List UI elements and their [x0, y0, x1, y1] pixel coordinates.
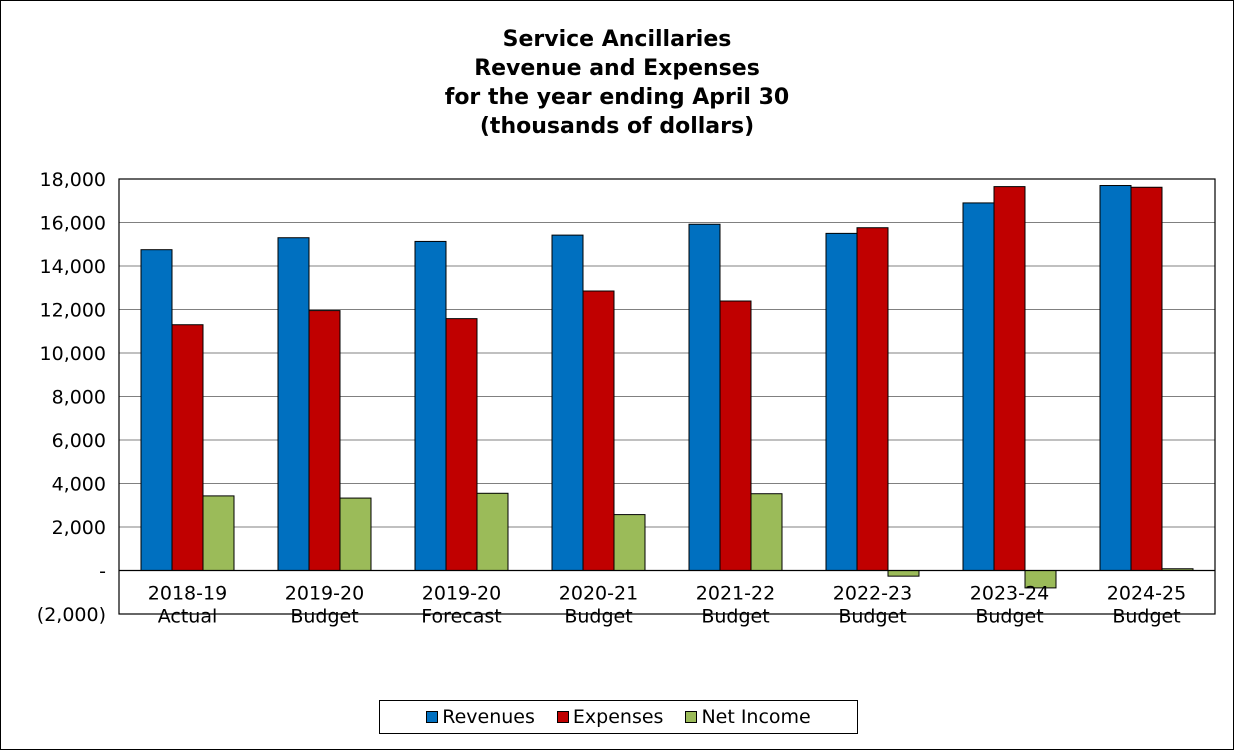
bar-expenses [445, 318, 478, 572]
legend-item-net-income: Net Income [685, 706, 811, 728]
x-tick-label: 2019-20 [285, 583, 364, 605]
x-tick-sublabel: Forecast [421, 606, 501, 628]
legend-label-revenues: Revenues [442, 706, 535, 728]
legend-swatch-revenues [426, 711, 439, 723]
chart-title-line-1: Service Ancillaries [502, 27, 732, 52]
chart-title-line-3: for the year ending April 30 [444, 85, 790, 110]
x-tick-label: 2021-22 [696, 583, 775, 605]
legend-swatch-net-income [685, 711, 698, 723]
y-tick-label: 4,000 [52, 474, 106, 496]
x-tick-label: 2019-20 [422, 583, 501, 605]
y-tick-label: 6,000 [52, 430, 106, 452]
bar-net-income [339, 497, 372, 572]
bar-revenues [825, 232, 858, 571]
bar-net-income [613, 514, 646, 571]
bar-revenues [140, 249, 173, 571]
y-tick-label: 16,000 [40, 213, 106, 235]
legend-label-expenses: Expenses [572, 706, 664, 728]
bar-net-income [750, 493, 783, 571]
bar-revenues [688, 223, 721, 572]
x-tick-sublabel: Budget [975, 606, 1043, 628]
bar-expenses [1130, 186, 1163, 571]
legend-item-expenses: Expenses [556, 706, 664, 728]
x-tick-label: 2023-24 [970, 583, 1049, 605]
bar-expenses [993, 186, 1026, 572]
y-tick-label: 14,000 [40, 256, 106, 278]
plot-border [118, 178, 1216, 615]
y-tick-label: 18,000 [40, 169, 106, 191]
bar-expenses [582, 290, 615, 571]
y-tick-label: (2,000) [37, 604, 106, 626]
bar-net-income [476, 492, 509, 572]
y-tick-label: 2,000 [52, 517, 106, 539]
y-tick-label: 8,000 [52, 387, 106, 409]
x-tick-sublabel: Budget [290, 606, 358, 628]
bar-net-income [887, 570, 920, 577]
legend-item-revenues: Revenues [426, 706, 535, 728]
x-tick-label: 2018-19 [148, 583, 227, 605]
chart-title: Service Ancillaries Revenue and Expenses… [1, 25, 1233, 141]
legend-label-net-income: Net Income [701, 706, 811, 728]
y-tick-label: 12,000 [40, 300, 106, 322]
x-tick-sublabel: Budget [701, 606, 769, 628]
x-tick-label: 2024-25 [1107, 583, 1186, 605]
bar-revenues [962, 202, 995, 572]
bar-revenues [551, 234, 584, 572]
x-tick-sublabel: Budget [838, 606, 906, 628]
bar-expenses [308, 310, 341, 571]
chart-title-line-4: (thousands of dollars) [479, 114, 755, 139]
legend-swatch-expenses [556, 711, 569, 723]
bar-revenues [1099, 185, 1132, 571]
bar-expenses [719, 300, 752, 571]
legend: Revenues Expenses Net Income [379, 700, 858, 734]
x-tick-sublabel: Actual [158, 606, 218, 628]
bar-revenues [277, 237, 310, 571]
x-tick-label: 2020-21 [559, 583, 638, 605]
chart-title-line-2: Revenue and Expenses [474, 56, 760, 81]
bar-expenses [171, 324, 204, 571]
bar-revenues [414, 240, 447, 572]
y-tick-label: 10,000 [40, 343, 106, 365]
x-tick-sublabel: Budget [564, 606, 632, 628]
x-tick-sublabel: Budget [1112, 606, 1180, 628]
bar-net-income [202, 495, 235, 571]
x-tick-label: 2022-23 [833, 583, 912, 605]
bar-expenses [856, 227, 889, 571]
y-tick-label: - [99, 561, 106, 583]
